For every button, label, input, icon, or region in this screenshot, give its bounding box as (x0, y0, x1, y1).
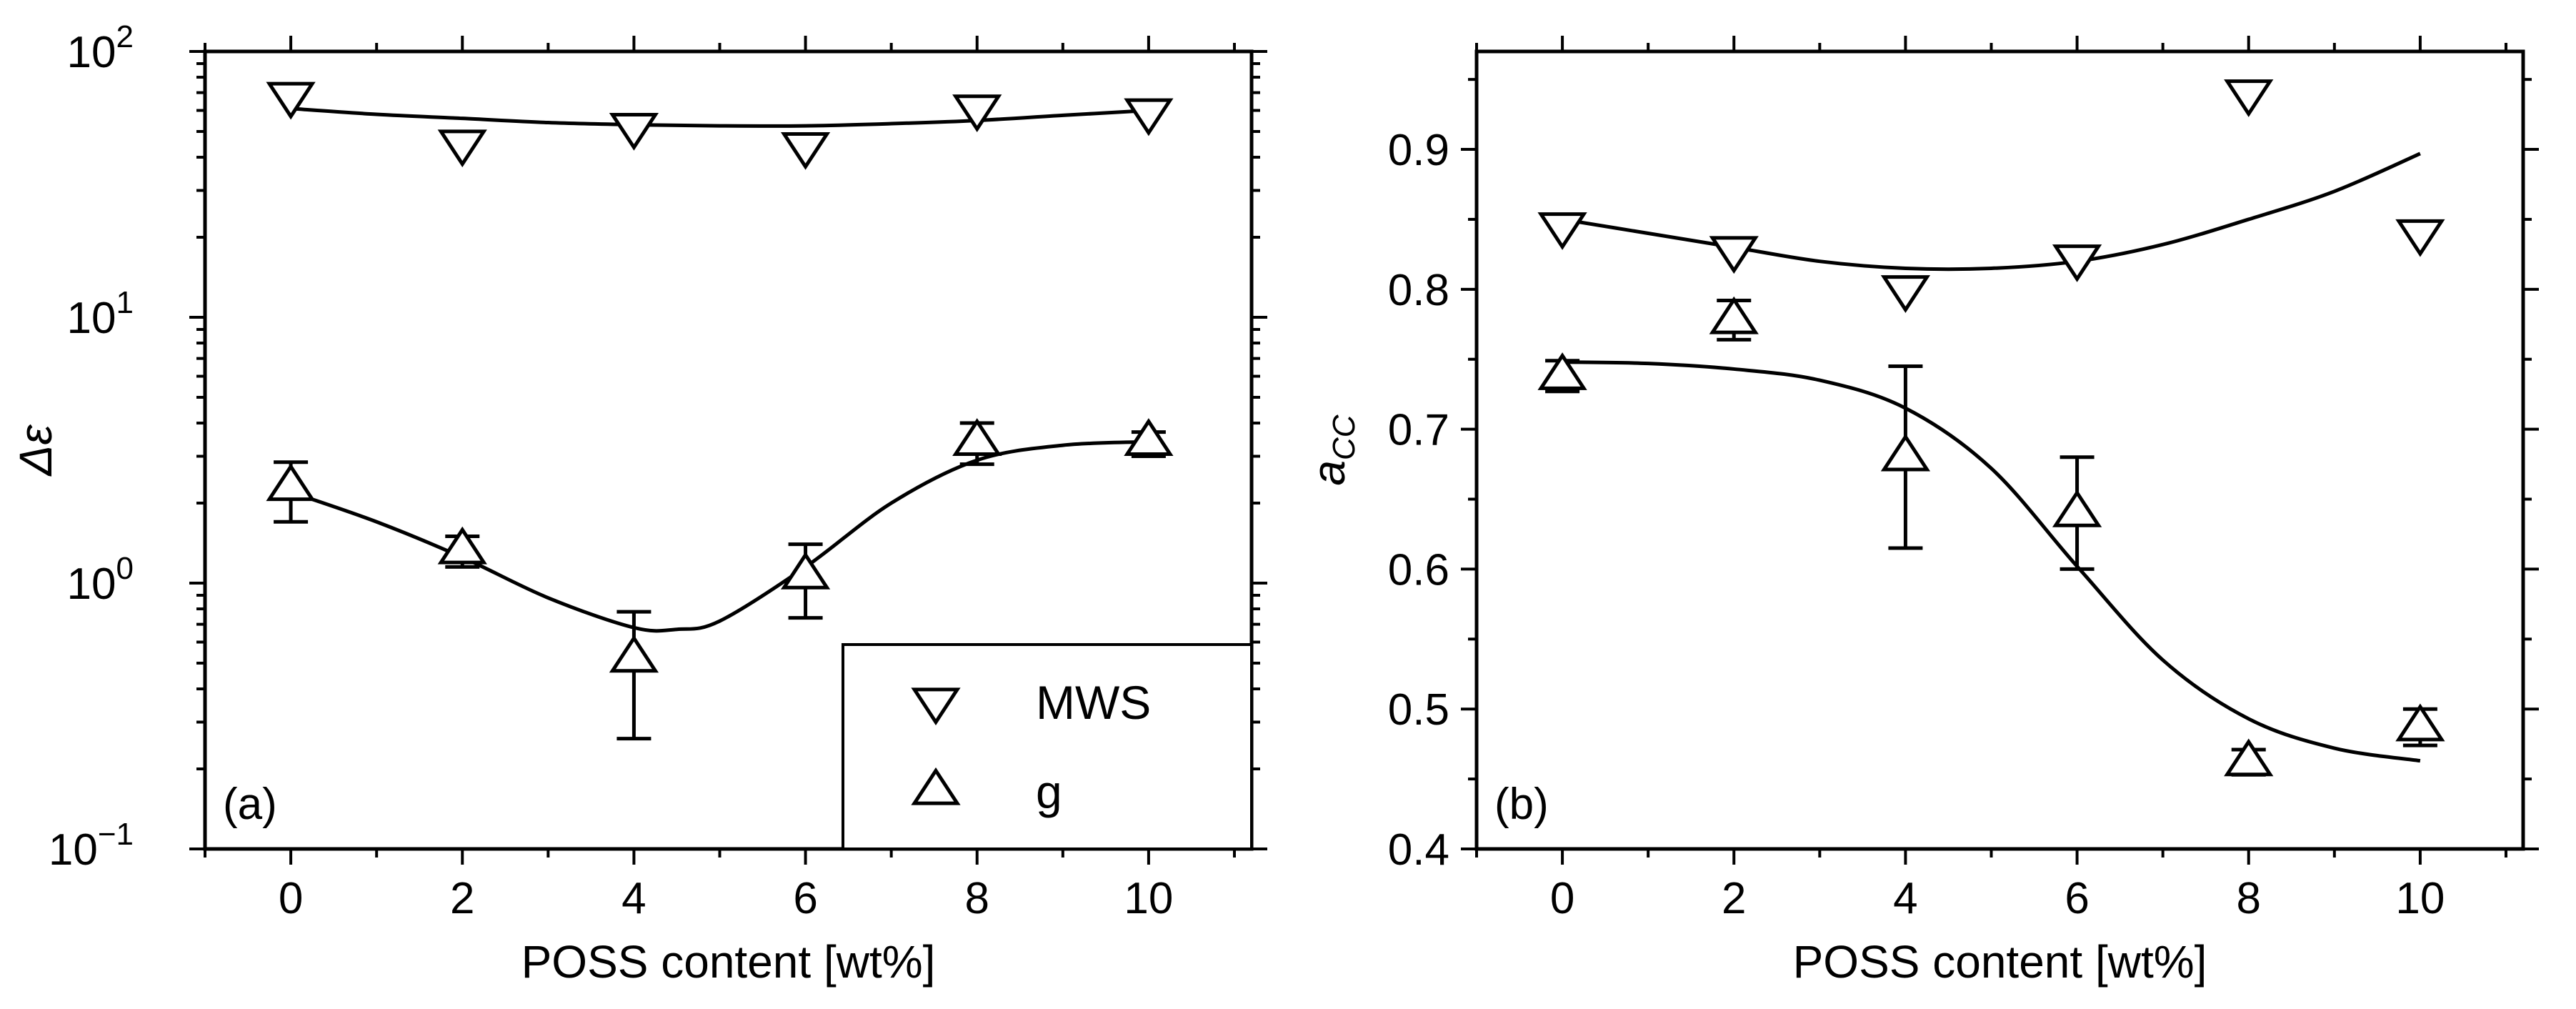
point-mws (1709, 236, 1759, 274)
point-g (952, 418, 1002, 456)
x-tick-label: 10 (1124, 874, 1173, 923)
fit-curve-g (290, 439, 1149, 633)
x-axis-title: POSS content [wt%] (521, 936, 936, 988)
point-mws (952, 94, 1002, 133)
point-mws (780, 131, 831, 170)
panel-label: (a) (223, 780, 277, 829)
error-bar-g (616, 610, 652, 741)
point-mws (437, 129, 487, 168)
y-tick-label: 0.5 (1388, 685, 1449, 735)
y-tick-label: 0.9 (1388, 126, 1449, 175)
point-mws (1537, 212, 1587, 250)
x-tick-label: 2 (450, 874, 474, 923)
x-tick-label: 4 (1893, 874, 1917, 923)
x-tick-label: 0 (1550, 874, 1574, 923)
y-tick-label: 0.7 (1388, 406, 1449, 455)
point-g (437, 526, 487, 565)
fit-curve-g (1562, 360, 2421, 763)
point-mws (266, 81, 316, 120)
y-tick-label: 10−1 (49, 817, 134, 875)
legend-label-g: g (1036, 765, 1062, 818)
legend-label-mws: MWS (1036, 676, 1151, 729)
point-g (1537, 352, 1587, 390)
point-mws (2052, 244, 2102, 282)
point-mws (1880, 275, 1931, 314)
panel-b: 0 2 4 6 8 10 0.4 0.5 0.6 0.7 0.8 0.9 POSS content [w… (1303, 36, 2539, 988)
point-g (2052, 489, 2102, 527)
point-g (780, 551, 831, 590)
x-axis-title: POSS content [wt%] (1793, 936, 2207, 988)
point-mws (2224, 79, 2274, 117)
y-tick-label: 102 (67, 19, 134, 77)
point-g (2224, 738, 2274, 777)
fit-curve-mws (290, 106, 1149, 128)
y-axis-title: Δε (10, 424, 61, 477)
point-g (266, 463, 316, 502)
point-mws (609, 112, 659, 151)
plot-frame (203, 49, 1254, 851)
x-tick-label: 10 (2395, 874, 2445, 923)
y-tick-label: 100 (67, 551, 134, 609)
x-tick-label: 8 (2236, 874, 2260, 923)
y-tick-label: 0.4 (1388, 825, 1449, 875)
plot-frame (1474, 49, 2525, 851)
fit-curve-mws (1562, 151, 2421, 272)
y-tick-label: 0.8 (1388, 266, 1449, 315)
panel-label: (b) (1494, 780, 1549, 829)
legend-marker-g (911, 767, 961, 805)
x-tick-label: 6 (2065, 874, 2089, 923)
legend-box (842, 643, 1253, 850)
point-mws (1124, 98, 1174, 136)
point-g (609, 635, 659, 673)
legend-marker-mws (911, 687, 961, 726)
point-g (1124, 418, 1174, 456)
point-mws (2395, 219, 2445, 257)
x-tick-label: 2 (1722, 874, 1746, 923)
x-tick-label: 8 (964, 874, 989, 923)
y-axis-title: aCC (1303, 414, 1362, 485)
point-g (2395, 703, 2445, 742)
y-tick-label: 101 (67, 285, 134, 343)
x-tick-label: 4 (621, 874, 646, 923)
point-g (1709, 296, 1759, 334)
x-tick-label: 0 (279, 874, 303, 923)
y-tick-label: 0.6 (1388, 545, 1449, 595)
point-g (1880, 433, 1931, 472)
x-tick-label: 6 (793, 874, 817, 923)
panel-a: 0 2 4 6 8 10 10−1 100 101 102 POSS content [wt%] Δε… (10, 19, 1267, 988)
